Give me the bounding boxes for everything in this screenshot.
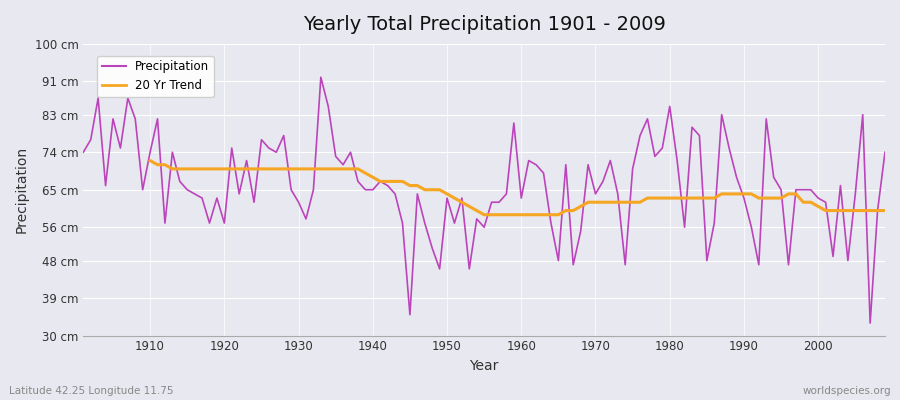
- Text: worldspecies.org: worldspecies.org: [803, 386, 891, 396]
- Legend: Precipitation, 20 Yr Trend: Precipitation, 20 Yr Trend: [97, 56, 214, 97]
- Text: Latitude 42.25 Longitude 11.75: Latitude 42.25 Longitude 11.75: [9, 386, 174, 396]
- X-axis label: Year: Year: [470, 359, 499, 373]
- Title: Yearly Total Precipitation 1901 - 2009: Yearly Total Precipitation 1901 - 2009: [302, 15, 666, 34]
- Y-axis label: Precipitation: Precipitation: [15, 146, 29, 233]
